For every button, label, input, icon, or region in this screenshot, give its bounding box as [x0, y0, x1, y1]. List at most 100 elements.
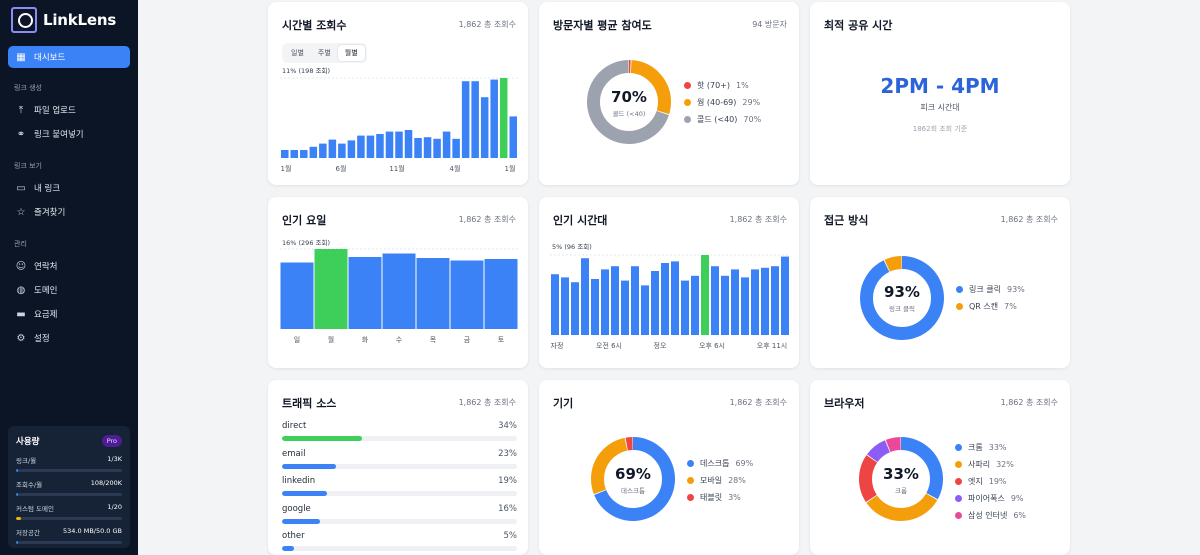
- monthly-bar-chart: 1월 6월 11월 4월 1월: [280, 77, 518, 173]
- traffic-source-row: other 5%: [282, 531, 517, 551]
- chart-bar: [731, 269, 739, 335]
- legend-pct: 70%: [743, 115, 762, 124]
- legend-item: 삼성 인터넷 6%: [955, 510, 1026, 521]
- app-logo[interactable]: LinkLens: [11, 7, 116, 33]
- donut-center: 70% 콜드 (<40): [589, 88, 669, 118]
- usage-value: 1/3K: [107, 455, 122, 463]
- chart-bar: [376, 134, 384, 158]
- legend-label: 콜드 (<40): [697, 115, 738, 124]
- donut-value: 70%: [611, 88, 647, 106]
- chart-bar: [499, 78, 508, 158]
- traffic-source-label: linkedin: [282, 476, 316, 486]
- usage-progress-bar: [16, 517, 122, 520]
- usage-title: 사용량: [16, 437, 40, 447]
- chart-bar: [347, 140, 356, 158]
- traffic-source-bar: [282, 546, 517, 551]
- traffic-source-bar-fill: [282, 518, 320, 524]
- x-tick-label: 1월: [505, 164, 516, 173]
- chart-bar: [581, 258, 589, 335]
- chart-bar: [281, 150, 289, 158]
- chart-bar: [328, 139, 337, 158]
- legend-label: 링크 클릭: [969, 285, 1001, 294]
- card-title: 인기 시간대: [553, 214, 608, 227]
- traffic-source-pct: 16%: [498, 503, 517, 514]
- chart-bar: [416, 258, 450, 329]
- legend-label: 데스크톱: [700, 459, 730, 468]
- legend-pct: 7%: [1004, 302, 1017, 311]
- sidebar-item-favorites[interactable]: ☆ 즐겨찾기: [8, 201, 130, 223]
- chart-bar: [480, 97, 489, 158]
- legend-label: QR 스캔: [969, 302, 999, 311]
- peak-note: 11% (198 조회): [282, 67, 331, 75]
- sidebar-item-settings[interactable]: ⚙ 설정: [8, 327, 130, 349]
- card-title: 방문자별 평균 참여도: [553, 19, 652, 32]
- chart-bar: [701, 255, 709, 335]
- hourly-bar-chart: 자정 오전 6시 정오 오후 6시 오후 11시: [550, 254, 790, 350]
- chart-bar: [721, 275, 729, 335]
- card-subtitle: 1,862 총 조회수: [1000, 215, 1058, 224]
- x-tick-label: 11월: [389, 164, 404, 173]
- chart-bar: [484, 259, 518, 329]
- sidebar-item-label: 설정: [34, 334, 50, 344]
- chart-bar: [300, 150, 308, 158]
- traffic-source-bar-fill: [282, 491, 327, 496]
- peak-label: 피크 시간대: [920, 103, 960, 112]
- chart-bar: [651, 271, 659, 335]
- x-tick-label: 수: [396, 336, 403, 344]
- traffic-source-bar: [282, 518, 517, 524]
- donut-slice: [859, 437, 943, 521]
- tab-daily[interactable]: 일별: [291, 49, 304, 57]
- chart-bar: [385, 131, 394, 158]
- chart-bar: [404, 130, 413, 158]
- chart-bar: [357, 135, 365, 158]
- donut-label: 콜드 (<40): [612, 110, 646, 118]
- peak-basis-note: 1862회 조회 기준: [912, 125, 968, 133]
- chart-bar: [461, 81, 470, 158]
- card-best-share-time: 최적 공유 시간 2PM - 4PM 피크 시간대 1862회 조회 기준: [810, 2, 1070, 185]
- legend-pct: 6%: [1013, 511, 1027, 520]
- legend-pct: 1%: [736, 81, 749, 90]
- legend-label: 크롬: [968, 443, 983, 452]
- folder-icon: ▭: [16, 182, 26, 194]
- legend-swatch: [684, 116, 691, 123]
- link-icon: ⚭: [16, 128, 26, 140]
- donut-label: 크롬: [895, 487, 907, 495]
- chart-bar: [551, 274, 559, 335]
- chart-bar: [591, 279, 599, 335]
- card-traffic-sources: 트래픽 소스 1,862 총 조회수 direct 34% email 23% link…: [268, 380, 528, 555]
- x-tick-label: 자정: [551, 341, 564, 350]
- sidebar-item-domains[interactable]: ◍ 도메인: [8, 279, 130, 301]
- browser-legend: 크롬 33% 사파리 32% 엣지 19% 파이어폭스 9% 삼성 인터넷 6%: [955, 442, 1026, 527]
- usage-progress-fill: [16, 517, 22, 520]
- chart-bar: [621, 280, 629, 335]
- peak-note: 5% (96 조회): [552, 243, 592, 251]
- usage-panel: 사용량 Pro 링크/월 1/3K 조회수/월 108/200K 커스텀 도메인 1/20…: [8, 426, 130, 548]
- sidebar-item-dashboard[interactable]: ▦ 대시보드: [8, 46, 130, 68]
- sidebar-item-my-links[interactable]: ▭ 내 링크: [8, 177, 130, 199]
- traffic-source-label: direct: [282, 421, 307, 431]
- legend-item: 데스크톱 69%: [687, 458, 753, 469]
- donut-slice: [860, 256, 944, 340]
- traffic-source-pct: 23%: [498, 448, 517, 459]
- grid-icon: ▦: [16, 51, 26, 63]
- x-tick-label: 6월: [336, 164, 347, 173]
- tab-monthly[interactable]: 월별: [337, 45, 365, 61]
- donut-slice: [587, 60, 671, 144]
- tab-weekly[interactable]: 주별: [317, 49, 331, 57]
- card-title: 기기: [553, 397, 574, 410]
- x-tick-label: 화: [362, 336, 369, 344]
- sidebar-item-upload[interactable]: ⤒ 파일 업로드: [8, 99, 130, 121]
- chart-bar: [280, 262, 314, 329]
- card-subtitle: 1,862 총 조회수: [458, 398, 516, 407]
- legend-item: 사파리 32%: [955, 459, 1026, 470]
- sidebar-item-label: 연락처: [34, 262, 58, 272]
- legend-item: 콜드 (<40) 70%: [684, 114, 761, 125]
- sidebar-item-paste[interactable]: ⚭ 링크 붙여넣기: [8, 123, 130, 145]
- chart-bar: [452, 138, 460, 158]
- sidebar-item-contacts[interactable]: ☺ 연락처: [8, 255, 130, 277]
- donut-center: 33% 크롬: [861, 465, 941, 495]
- usage-progress-fill: [16, 541, 19, 544]
- chart-bar: [641, 285, 649, 335]
- sidebar-item-billing[interactable]: ▬ 요금제: [8, 303, 130, 325]
